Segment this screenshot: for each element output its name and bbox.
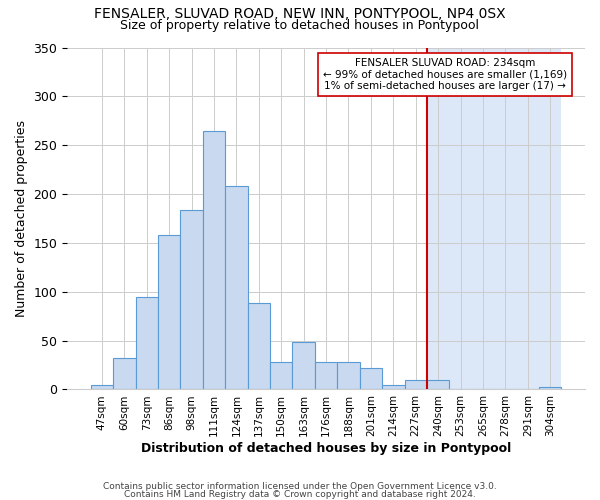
Bar <box>404 380 427 390</box>
Bar <box>315 362 337 390</box>
X-axis label: Distribution of detached houses by size in Pontypool: Distribution of detached houses by size … <box>141 442 511 455</box>
Bar <box>136 296 158 390</box>
Y-axis label: Number of detached properties: Number of detached properties <box>15 120 28 317</box>
Text: FENSALER SLUVAD ROAD: 234sqm
← 99% of detached houses are smaller (1,169)
1% of : FENSALER SLUVAD ROAD: 234sqm ← 99% of de… <box>323 58 567 91</box>
Bar <box>158 235 181 390</box>
Bar <box>91 384 113 390</box>
Bar <box>248 304 270 390</box>
Text: Contains HM Land Registry data © Crown copyright and database right 2024.: Contains HM Land Registry data © Crown c… <box>124 490 476 499</box>
Bar <box>539 386 562 390</box>
Bar <box>427 48 562 390</box>
Bar <box>427 380 449 390</box>
Bar <box>225 186 248 390</box>
Text: FENSALER, SLUVAD ROAD, NEW INN, PONTYPOOL, NP4 0SX: FENSALER, SLUVAD ROAD, NEW INN, PONTYPOO… <box>94 8 506 22</box>
Bar <box>382 384 404 390</box>
Bar <box>337 362 360 390</box>
Bar <box>292 342 315 390</box>
Bar <box>270 362 292 390</box>
Bar <box>360 368 382 390</box>
Bar <box>181 210 203 390</box>
Text: Size of property relative to detached houses in Pontypool: Size of property relative to detached ho… <box>121 18 479 32</box>
Bar <box>113 358 136 390</box>
Bar <box>203 130 225 390</box>
Text: Contains public sector information licensed under the Open Government Licence v3: Contains public sector information licen… <box>103 482 497 491</box>
